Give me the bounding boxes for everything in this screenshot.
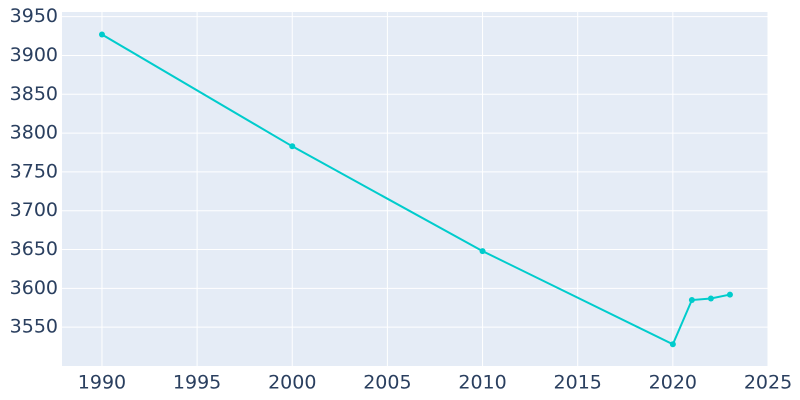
y-tick-label: 3800 bbox=[10, 122, 58, 144]
x-tick-label: 2025 bbox=[744, 372, 792, 394]
x-tick-label: 2005 bbox=[363, 372, 411, 394]
x-tick-label: 2015 bbox=[554, 372, 602, 394]
x-tick-label: 2020 bbox=[649, 372, 697, 394]
point bbox=[98, 31, 105, 38]
x-tick-label: 1990 bbox=[78, 372, 126, 394]
y-tick-label: 3950 bbox=[10, 5, 58, 27]
y-tick-label: 3850 bbox=[10, 83, 58, 105]
plot-area bbox=[62, 12, 768, 366]
point bbox=[479, 248, 486, 255]
y-tick-label: 3700 bbox=[10, 199, 58, 221]
y-tick-label: 3600 bbox=[10, 277, 58, 299]
point bbox=[289, 143, 296, 150]
x-tick-label: 2000 bbox=[268, 372, 316, 394]
point bbox=[669, 341, 676, 348]
point bbox=[726, 291, 733, 298]
y-tick-label: 3550 bbox=[10, 316, 58, 338]
y-tick-label: 3750 bbox=[10, 160, 58, 182]
y-tick-label: 3650 bbox=[10, 238, 58, 260]
point bbox=[688, 297, 695, 304]
x-tick-label: 2010 bbox=[458, 372, 506, 394]
point bbox=[707, 295, 714, 302]
y-tick-label: 3900 bbox=[10, 44, 58, 66]
x-tick-label: 1995 bbox=[173, 372, 221, 394]
